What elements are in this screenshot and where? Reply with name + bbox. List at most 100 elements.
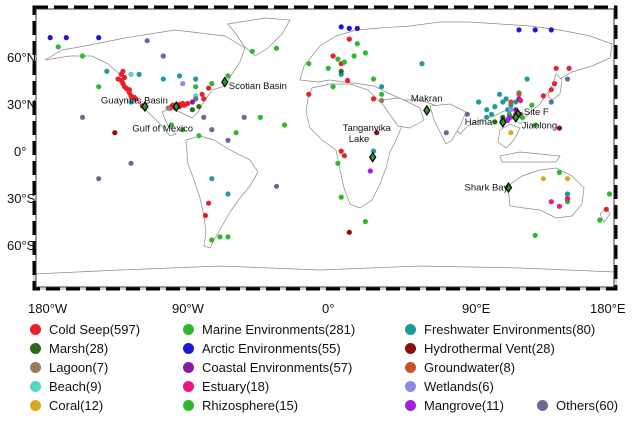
legend-item-arctic-environments: Arctic Environments(55) [183, 339, 341, 357]
sample-point [112, 130, 118, 136]
sample-points [47, 24, 613, 243]
sample-point [367, 168, 373, 174]
lon-label-180w: 180°W [28, 301, 68, 316]
legend-item-marsh: Marsh(28) [30, 339, 108, 357]
sample-point [330, 53, 336, 59]
sample-point [519, 114, 525, 120]
sample-point [484, 107, 490, 113]
sample-point [209, 127, 215, 133]
lon-label-90e: 90°E [462, 301, 491, 316]
sample-point [225, 73, 231, 79]
sample-point [362, 219, 368, 225]
sample-point [516, 27, 522, 33]
sample-point [374, 130, 380, 136]
sample-point [209, 81, 215, 87]
site-marker [504, 181, 513, 194]
sample-point [603, 206, 609, 212]
legend-label: Lagoon(7) [49, 359, 109, 375]
sample-point [370, 76, 377, 82]
sample-point [524, 76, 530, 82]
legend-label: Hydrothermal Vent(28) [424, 340, 555, 356]
legend-label: Groundwater(8) [424, 359, 516, 375]
sample-point [548, 199, 554, 205]
sample-point [180, 127, 186, 133]
sample-point [508, 99, 514, 105]
sample-point [540, 176, 546, 182]
sample-point [351, 53, 357, 59]
legend-label: Marsh(28) [49, 340, 109, 356]
sample-point [306, 91, 312, 97]
legend-item-coastal-environments: Coastal Environments(57) [183, 358, 352, 376]
sample-point [165, 105, 171, 111]
lon-axis-labels: 180°W 90°W 0° 90°E 180°E [28, 301, 626, 316]
sample-point [225, 191, 231, 197]
sample-point [185, 100, 191, 107]
map-frame [32, 5, 618, 291]
legend-swatch [30, 361, 41, 373]
legend-item-estuary: Estuary(18) [183, 377, 269, 395]
sample-point [96, 176, 102, 182]
site-marker [141, 101, 149, 113]
site-label: Scotian Basin [229, 81, 287, 92]
site-marker [368, 151, 377, 163]
sample-point [370, 96, 377, 102]
sample-point [556, 125, 563, 131]
legend-swatch [405, 342, 416, 354]
sample-point [379, 84, 385, 90]
legend-label: Freshwater Environments(80) [424, 321, 596, 337]
site-marker [172, 101, 180, 113]
sample-point [325, 65, 331, 71]
sample-point [484, 114, 490, 120]
land-southeast-asia [497, 123, 521, 149]
legend-item-lagoon: Lagoon(7) [30, 358, 108, 376]
sample-point [241, 114, 247, 120]
legend-swatch [183, 342, 194, 354]
legend-swatch [405, 399, 416, 411]
sample-point [345, 77, 351, 84]
sample-point [552, 81, 558, 87]
world-map: Guaymas Basin Gulf of Mexico Scotian Basin… [7, 5, 626, 316]
sample-point [144, 38, 150, 44]
sample-point [379, 91, 385, 97]
legend-item-hydrothermal-vent: Hydrothermal Vent(28) [405, 339, 555, 357]
sample-point [189, 107, 195, 113]
sample-point [233, 130, 239, 136]
land-antarctica [33, 265, 617, 290]
sample-point [193, 96, 199, 102]
legend-swatch [30, 399, 41, 411]
sample-point [79, 114, 86, 120]
site-label: Makran [411, 93, 443, 104]
sample-point [443, 130, 449, 136]
sample-point [330, 84, 336, 90]
sample-point [225, 234, 231, 240]
sample-point [346, 25, 352, 31]
sample-point [556, 203, 563, 209]
legend-swatch [183, 399, 194, 411]
sample-point [193, 84, 199, 90]
sample-point [128, 160, 134, 166]
legend-swatch [405, 361, 416, 373]
sample-point [249, 48, 255, 55]
sample-point [379, 97, 385, 104]
sample-point [202, 212, 208, 219]
legend-item-cold-seep: Cold Seep(597) [30, 320, 140, 338]
lon-label-90w: 90°W [172, 301, 205, 316]
sample-point [503, 96, 509, 102]
sample-point [548, 87, 554, 93]
sample-point [532, 122, 538, 128]
sample-point [497, 91, 503, 97]
sample-point [282, 122, 288, 128]
sample-point [96, 84, 102, 90]
sample-point [508, 107, 514, 113]
sample-point [133, 96, 139, 102]
site-marker [512, 111, 520, 123]
legend-label: Coastal Environments(57) [202, 359, 353, 375]
legend-label: Coral(12) [49, 397, 104, 413]
sample-point [104, 68, 110, 74]
sample-point [488, 111, 495, 117]
sample-point [516, 91, 522, 97]
lat-label-60s: 60°S [7, 238, 36, 253]
sample-point [476, 99, 482, 105]
legend-item-beach: Beach(9) [30, 377, 102, 395]
legend-item-groundwater: Groundwater(8) [405, 358, 515, 376]
